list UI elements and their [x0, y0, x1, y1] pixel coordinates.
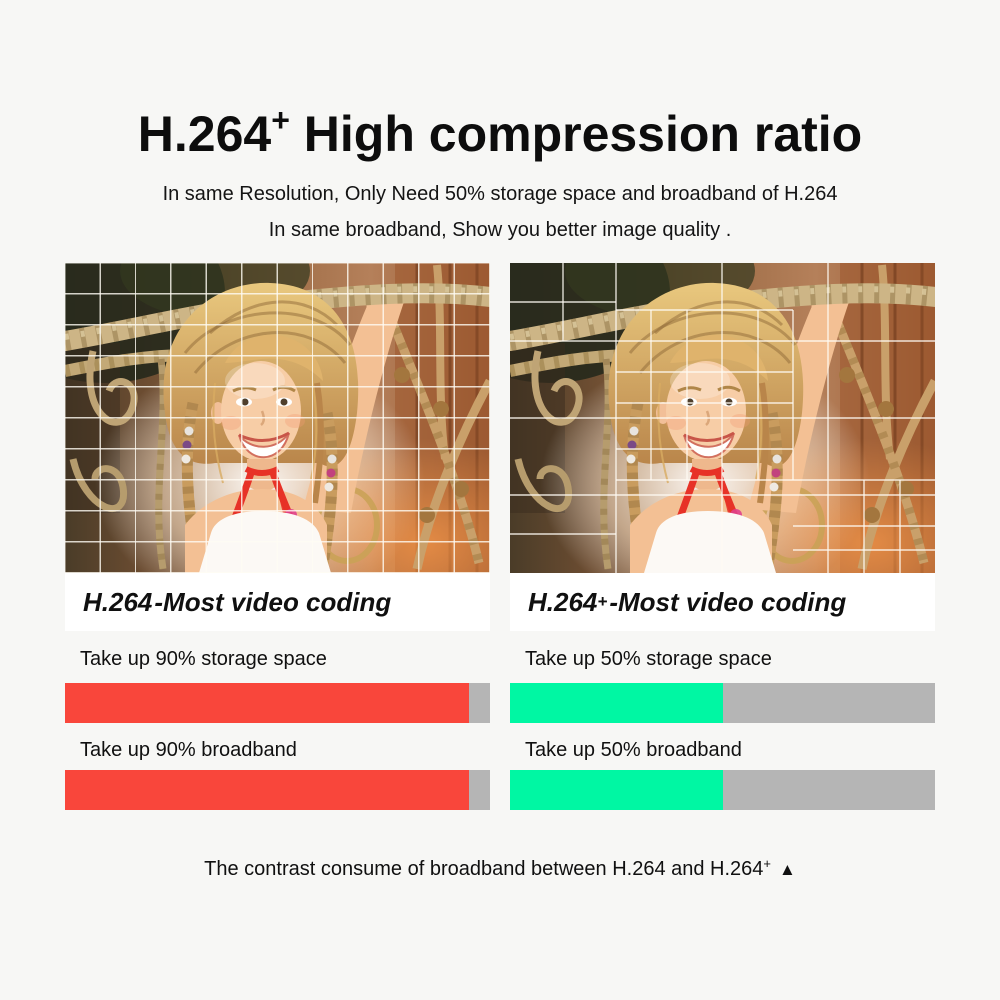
girl-rope-net-photo	[510, 263, 935, 573]
footer-text: The contrast consume of broadband betwee…	[204, 858, 764, 880]
caption-rest: -Most video coding	[154, 586, 392, 617]
h264-storage-bar	[65, 683, 490, 723]
subtitle: In same Resolution, Only Need 50% storag…	[0, 176, 1000, 248]
h264-broadband-label: Take up 90% broadband	[80, 739, 297, 761]
title-codec: H.264	[137, 106, 272, 162]
h264plus-broadband-bar	[510, 770, 935, 810]
up-triangle-icon: ▲	[779, 860, 796, 879]
h264-storage-bar-fill	[65, 683, 469, 723]
girl-rope-net-photo	[65, 263, 490, 573]
panel-h264: H.264 -Most video coding Take up 90% sto…	[65, 263, 490, 810]
subtitle-line-1: In same Resolution, Only Need 50% storag…	[162, 183, 838, 205]
h264plus-storage-label: Take up 50% storage space	[525, 648, 772, 670]
h264-caption: H.264 -Most video coding	[65, 573, 490, 631]
h264-broadband-bar	[65, 770, 490, 810]
title-plus-superscript: +	[271, 102, 290, 138]
subtitle-line-2: In same broadband, Show you better image…	[268, 219, 732, 241]
caption-codec: H.264	[83, 586, 153, 617]
h264plus-sample-image	[510, 263, 935, 573]
h264plus-caption: H.264 + -Most video coding	[510, 573, 935, 631]
h264plus-storage-bar	[510, 683, 935, 723]
footer-caption: The contrast consume of broadband betwee…	[0, 856, 1000, 881]
h264-storage-label: Take up 90% storage space	[80, 648, 327, 670]
h264plus-broadband-bar-fill	[510, 770, 723, 810]
h264-sample-image	[65, 263, 490, 573]
h264plus-broadband-label: Take up 50% broadband	[525, 739, 742, 761]
caption-plus-superscript: +	[597, 592, 608, 611]
panel-h264plus: H.264 + -Most video coding Take up 50% st…	[510, 263, 935, 810]
h264-broadband-bar-fill	[65, 770, 469, 810]
caption-rest: -Most video coding	[609, 586, 847, 617]
footer-plus-superscript: +	[763, 856, 772, 871]
caption-codec: H.264	[528, 586, 598, 617]
title-rest: High compression ratio	[289, 106, 863, 162]
page-title: H.264+ High compression ratio	[0, 102, 1000, 163]
h264plus-storage-bar-fill	[510, 683, 723, 723]
